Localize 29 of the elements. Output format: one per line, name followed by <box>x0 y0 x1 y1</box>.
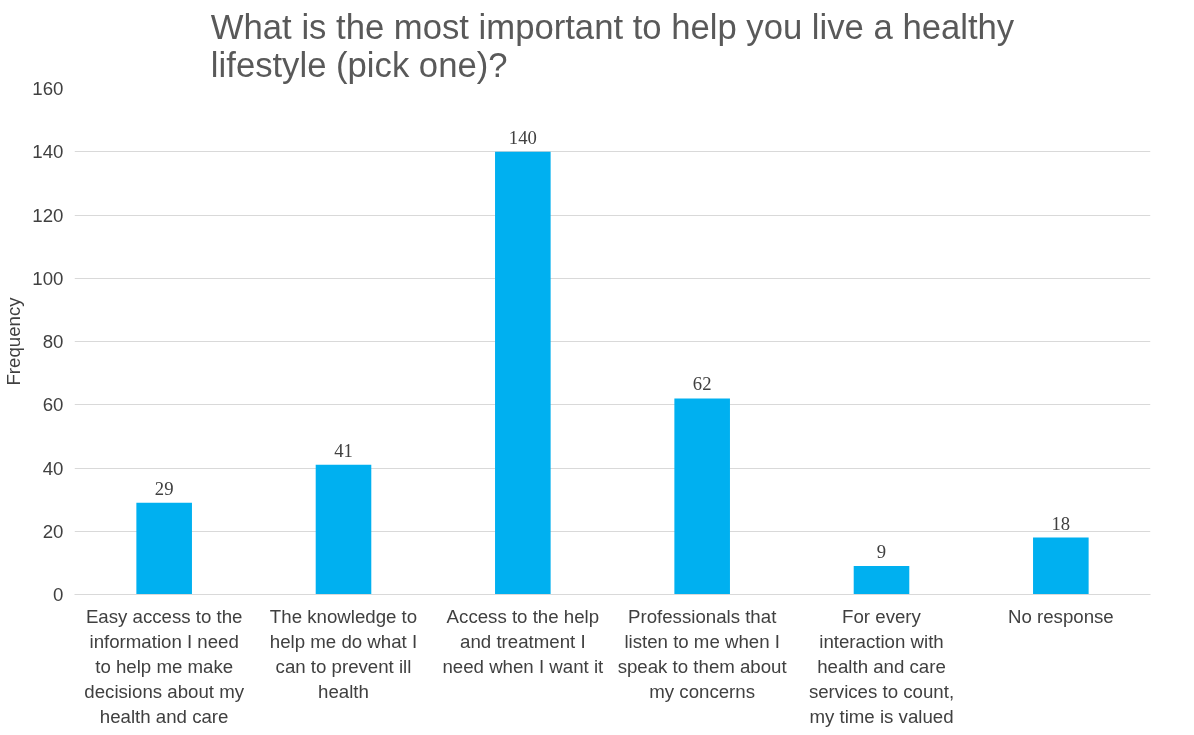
y-tick-label: 140 <box>32 141 64 163</box>
bar <box>315 464 372 595</box>
y-tick-label: 20 <box>42 520 64 542</box>
data-label: 140 <box>508 126 537 148</box>
x-tick-label: The knowledge to help me do what I can to prevent ill health <box>269 605 418 703</box>
bar <box>1033 537 1089 595</box>
y-axis-title: Frequency <box>3 296 25 386</box>
x-tick-label: For every interaction with health and care services to count, my time is valued <box>808 605 955 728</box>
data-label: 9 <box>876 541 887 563</box>
bar <box>853 566 910 595</box>
y-tick-label: 100 <box>32 267 64 289</box>
x-tick-label: Professionals that listen to me when I speak to them about my concerns <box>617 605 788 703</box>
y-tick-label: 40 <box>42 457 64 479</box>
x-tick-label: Easy access to the information I need to help me make decisions about my health and care <box>84 605 245 728</box>
bar <box>495 151 551 595</box>
data-label: 18 <box>1051 512 1071 534</box>
bar <box>136 502 192 595</box>
x-tick-label: No response <box>1007 605 1114 627</box>
data-label: 62 <box>692 373 712 395</box>
x-tick-label: Access to the help and treatment I need when I want it <box>442 605 605 677</box>
y-tick-label: 0 <box>53 584 64 605</box>
y-tick-label: 120 <box>32 204 64 226</box>
data-label: 29 <box>154 477 174 499</box>
chart-title: What is the most important to help you live a healthy lifestyle (pick one)? <box>210 7 1015 84</box>
bar <box>674 398 730 595</box>
y-tick-label: 80 <box>42 331 64 352</box>
data-label: 41 <box>334 439 353 461</box>
y-tick-label: 60 <box>42 394 64 416</box>
y-tick-label: 160 <box>32 78 64 99</box>
